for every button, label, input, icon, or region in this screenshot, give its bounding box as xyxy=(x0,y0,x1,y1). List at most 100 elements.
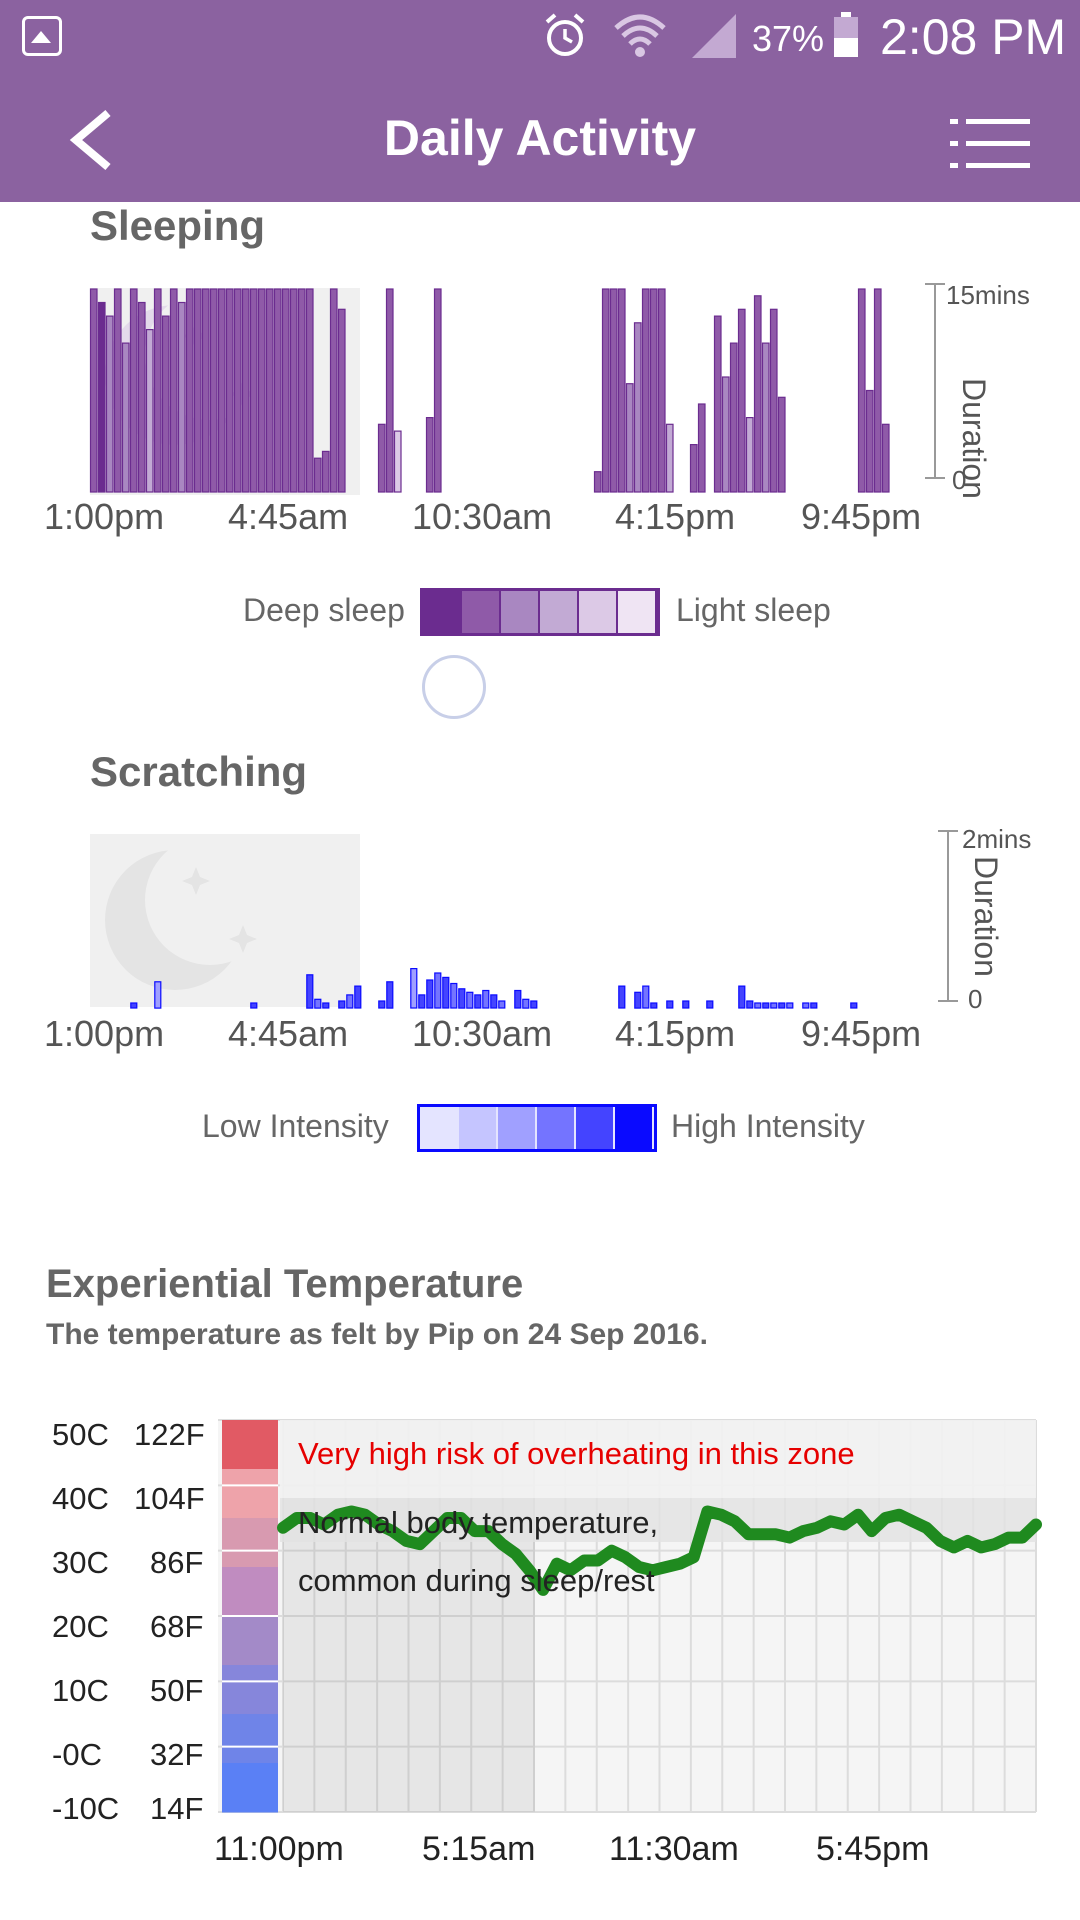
sleep-bar xyxy=(337,308,346,493)
celsius-tick: 40C xyxy=(52,1481,109,1516)
sleep-bar xyxy=(297,288,306,493)
celsius-tick: -0C xyxy=(52,1737,102,1772)
celsius-tick: -10C xyxy=(52,1791,120,1826)
scratch-bar xyxy=(754,1002,762,1009)
sleep-bar xyxy=(713,315,722,493)
sleep-bar xyxy=(729,342,738,493)
scratch-x-tick: 4:15pm xyxy=(615,1013,736,1054)
sleep-bar xyxy=(249,288,258,493)
sleep-bar xyxy=(313,457,322,493)
scratch-bar xyxy=(386,981,394,1009)
scratch-bar xyxy=(762,1002,770,1009)
sleep-legend-swatch xyxy=(618,591,657,633)
scratch-bar xyxy=(338,1000,346,1009)
scratch-legend-scale xyxy=(417,1104,657,1152)
scratch-bar xyxy=(490,994,498,1009)
scratch-y-max: 2mins xyxy=(962,824,1032,854)
sleep-legend-swatch xyxy=(501,591,540,633)
menu-icon[interactable] xyxy=(950,115,1030,175)
moon-icon xyxy=(105,835,275,990)
signal-icon xyxy=(692,14,736,58)
scratch-bar xyxy=(314,998,322,1009)
scratch-bar xyxy=(706,1000,714,1009)
sleep-bar xyxy=(377,423,386,493)
fahrenheit-tick: 104F xyxy=(134,1481,205,1516)
sleep-bar xyxy=(321,450,330,493)
sleep-bar xyxy=(769,308,778,493)
temperature-color-scale xyxy=(222,1420,278,1813)
scratch-bar xyxy=(410,968,418,1009)
sleep-bar xyxy=(697,403,706,493)
sleep-x-tick: 4:15pm xyxy=(615,496,736,537)
loading-spinner xyxy=(422,655,486,719)
fahrenheit-tick: 68F xyxy=(150,1609,204,1644)
sleeping-title: Sleeping xyxy=(90,202,266,249)
temperature-title: Experiential Temperature xyxy=(46,1262,524,1306)
sleeping-chart xyxy=(89,283,945,495)
scratch-legend-high: High Intensity xyxy=(671,1108,865,1144)
scratch-bar xyxy=(850,1002,858,1009)
normal-zone-label-2: common during sleep/rest xyxy=(298,1563,655,1598)
scratch-bar xyxy=(322,1002,330,1009)
sleep-bar xyxy=(241,288,250,493)
sleep-bar xyxy=(641,288,650,493)
celsius-tick: 10C xyxy=(52,1673,109,1708)
sleep-legend-high: Light sleep xyxy=(676,592,831,628)
temp-x-tick: 5:15am xyxy=(422,1830,536,1868)
sleep-bar xyxy=(89,288,98,493)
scratch-bar xyxy=(442,976,450,1009)
sleep-bar xyxy=(145,328,154,493)
y-axis xyxy=(938,830,958,1002)
scratch-bar xyxy=(154,981,162,1009)
battery-icon xyxy=(834,12,858,57)
sleep-bar xyxy=(185,288,194,493)
scratch-y-min: 0 xyxy=(968,984,983,1014)
scratch-bar xyxy=(746,1000,754,1009)
gallery-icon xyxy=(22,16,62,56)
overheating-zone xyxy=(280,1420,1036,1498)
wifi-icon xyxy=(614,14,666,57)
scratch-bar xyxy=(426,979,434,1009)
sleep-bar xyxy=(385,288,394,493)
scratch-bar xyxy=(306,974,314,1009)
scratch-legend-swatch xyxy=(576,1107,615,1149)
scratch-bar xyxy=(682,1000,690,1009)
scratch-legend-swatch xyxy=(420,1107,459,1149)
scale-segment xyxy=(222,1567,278,1617)
scratch-bar xyxy=(666,1000,674,1009)
sleep-bar xyxy=(657,288,666,493)
status-bar: 37% 2:08 PM xyxy=(0,0,1080,75)
celsius-tick: 50C xyxy=(52,1417,109,1452)
app-bar: Daily Activity xyxy=(0,75,1080,202)
sleep-x-tick: 1:00pm xyxy=(44,496,165,537)
fahrenheit-tick: 14F xyxy=(150,1791,204,1826)
scratching-title: Scratching xyxy=(90,748,308,795)
scratch-y-title: Duration xyxy=(968,856,1004,977)
scratch-bar xyxy=(522,998,530,1009)
normal-zone-label-1: Normal body temperature, xyxy=(298,1505,659,1540)
scratch-legend-swatch xyxy=(615,1107,654,1149)
sleep-bar xyxy=(193,288,202,493)
fahrenheit-tick: 32F xyxy=(150,1737,204,1772)
page-title: Daily Activity xyxy=(383,110,697,166)
sleep-bar xyxy=(649,288,658,493)
scratch-bar xyxy=(482,989,490,1009)
scratch-bar xyxy=(498,1000,506,1009)
sleep-bar xyxy=(209,288,218,493)
sleep-bar xyxy=(873,288,882,493)
sleep-legend-swatch xyxy=(579,591,618,633)
sleep-bar xyxy=(689,444,698,493)
scratch-legend-swatch xyxy=(498,1107,537,1149)
sleep-bar xyxy=(617,288,626,493)
sleep-bar xyxy=(273,288,282,493)
sleep-bar xyxy=(217,288,226,493)
sleep-bar xyxy=(153,288,162,493)
sleep-bar xyxy=(625,383,634,493)
scratch-bar xyxy=(810,1002,818,1009)
scratch-bar xyxy=(778,1002,786,1009)
chevron-left-icon[interactable] xyxy=(60,105,130,175)
sleep-x-tick: 10:30am xyxy=(412,496,553,537)
sleep-bar xyxy=(857,288,866,493)
scratch-bar xyxy=(650,1002,658,1009)
sleep-bar xyxy=(881,423,890,493)
